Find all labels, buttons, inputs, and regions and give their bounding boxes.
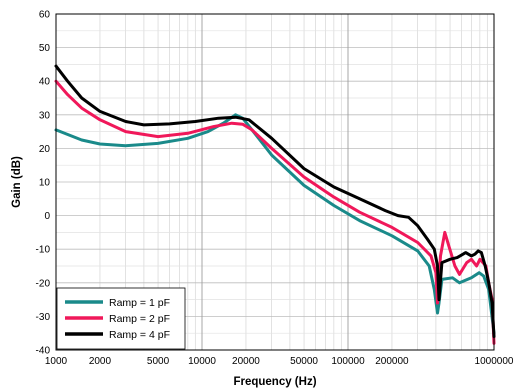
legend-label: Ramp = 2 pF [109, 313, 170, 325]
y-tick-label: 60 [39, 10, 51, 21]
series-line-3 [54, 64, 496, 339]
y-tick-label: -10 [36, 245, 51, 256]
series-line-2 [54, 79, 496, 345]
x-tick-label: 100000 [331, 356, 365, 367]
x-axis-title: Frequency (Hz) [233, 376, 316, 388]
plot-frame [55, 13, 495, 351]
y-tick-label: 0 [44, 211, 50, 222]
y-tick-label: 10 [39, 178, 51, 189]
x-tick-label: 20000 [232, 356, 260, 367]
x-tick-label: 5000 [147, 356, 170, 367]
y-tick-label: 40 [39, 77, 51, 88]
x-tick-label: 50000 [290, 356, 318, 367]
legend-label: Ramp = 1 pF [109, 297, 170, 309]
legend-label: Ramp = 4 pF [109, 329, 170, 341]
series-line-1 [54, 113, 496, 335]
y-axis-title: Gain (dB) [11, 156, 23, 208]
x-tick-label: 1000 [45, 356, 68, 367]
x-tick-label: 1000000 [475, 356, 514, 367]
y-tick-label: 30 [39, 110, 51, 121]
series-layer [54, 64, 496, 345]
legend: Ramp = 1 pF Ramp = 2 pF Ramp = 4 pF [56, 287, 186, 350]
y-tick-label: -20 [36, 278, 51, 289]
y-tick-label: -40 [36, 346, 51, 357]
x-tick-label: 200000 [375, 356, 409, 367]
x-tick-label: 2000 [89, 356, 112, 367]
x-axis-ticks: 1000 2000 5000 10000 20000 50000 100000 200000 1… [45, 356, 514, 367]
x-tick-label: 10000 [188, 356, 216, 367]
y-axis-ticks: -40 -30 -20 -10 0 10 20 30 40 50 60 [36, 10, 51, 357]
y-tick-label: 50 [39, 43, 51, 54]
y-tick-label: -30 [36, 312, 51, 323]
y-tick-label: 20 [39, 144, 51, 155]
